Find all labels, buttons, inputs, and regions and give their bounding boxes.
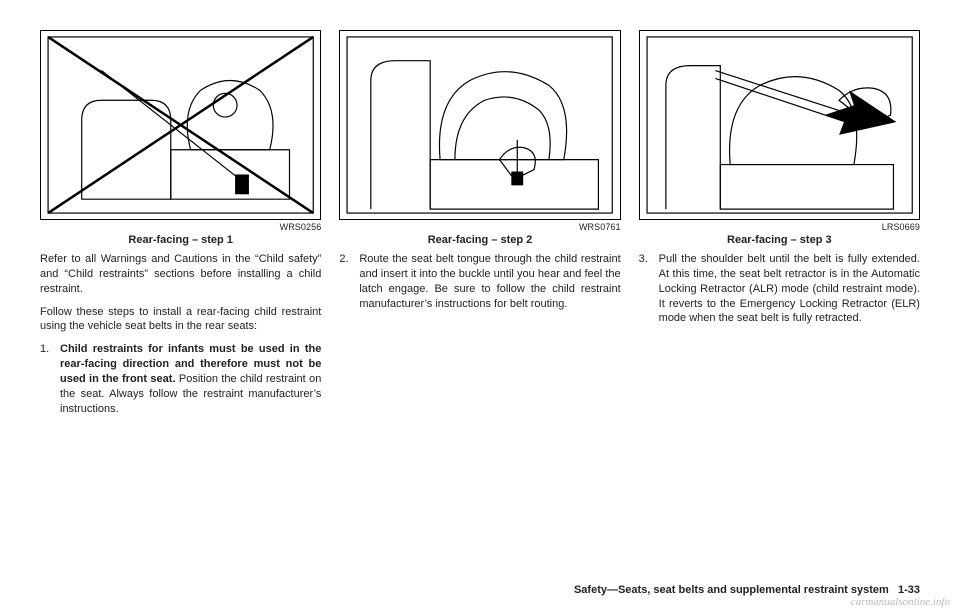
column-1: WRS0256 Rear-facing – step 1 Refer to al…	[40, 30, 321, 540]
figure-2-caption: Rear-facing – step 2	[339, 234, 620, 246]
col3-list-item-3: 3.Pull the shoulder belt until the belt …	[639, 252, 920, 326]
col1-paragraph-1: Refer to all Warnings and Cautions in th…	[40, 252, 321, 297]
list-number-2: 2.	[339, 252, 359, 267]
figure-3-caption: Rear-facing – step 3	[639, 234, 920, 246]
figure-2-code: WRS0761	[339, 222, 620, 232]
figure-1-code: WRS0256	[40, 222, 321, 232]
column-3: LRS0669 Rear-facing – step 3 3.Pull the …	[639, 30, 920, 540]
list-item-3-text: Pull the shoulder belt until the belt is…	[659, 253, 920, 324]
figure-3-code: LRS0669	[639, 222, 920, 232]
col1-paragraph-2: Follow these steps to install a rear-fac…	[40, 305, 321, 335]
figure-1	[40, 30, 321, 220]
column-2: WRS0761 Rear-facing – step 2 2.Route the…	[339, 30, 620, 540]
list-number-3: 3.	[639, 252, 659, 267]
list-item-2-text: Route the seat belt tongue through the c…	[359, 253, 620, 310]
footer-section: Safety—Seats, seat belts and supplementa…	[574, 584, 889, 596]
list-number-1: 1.	[40, 342, 60, 357]
three-column-layout: WRS0256 Rear-facing – step 1 Refer to al…	[40, 30, 920, 540]
figure-3-illustration	[640, 31, 919, 219]
page-footer: Safety—Seats, seat belts and supplementa…	[574, 584, 920, 596]
col1-list-item-1: 1.Child restraints for infants must be u…	[40, 342, 321, 416]
col2-list-item-2: 2.Route the seat belt tongue through the…	[339, 252, 620, 311]
figure-2	[339, 30, 620, 220]
figure-3	[639, 30, 920, 220]
figure-1-caption: Rear-facing – step 1	[40, 234, 321, 246]
footer-page: 1-33	[898, 584, 920, 596]
figure-1-illustration	[41, 31, 320, 219]
figure-2-illustration	[340, 31, 619, 219]
watermark: carmanualsonline.info	[851, 596, 950, 608]
